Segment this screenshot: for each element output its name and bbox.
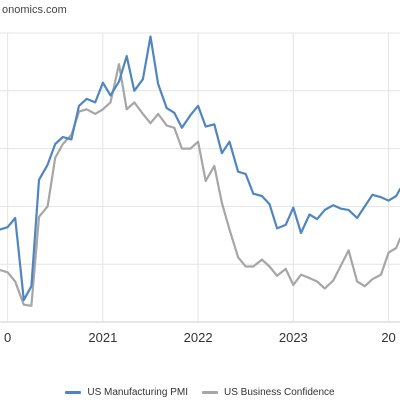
legend-label-pmi: US Manufacturing PMI bbox=[87, 386, 188, 398]
grid bbox=[0, 32, 400, 323]
x-tick-label: 2021 bbox=[88, 330, 117, 345]
x-tick-label: 0 bbox=[4, 330, 11, 345]
legend-item-confidence[interactable]: US Business Confidence bbox=[201, 386, 335, 398]
legend-swatch-confidence bbox=[201, 390, 218, 394]
legend: US Manufacturing PMI US Business Confide… bbox=[0, 384, 400, 400]
x-tick-label: 2022 bbox=[184, 330, 213, 345]
legend-item-pmi[interactable]: US Manufacturing PMI bbox=[65, 387, 188, 398]
x-tick-label: 2023 bbox=[279, 330, 308, 345]
x-tick-label: 20 bbox=[381, 330, 395, 345]
legend-swatch-pmi bbox=[65, 390, 82, 394]
x-axis: 0 2021 2022 2023 20 bbox=[4, 330, 396, 345]
series-line-confidence bbox=[0, 63, 400, 307]
source-text: onomics.com bbox=[2, 4, 67, 16]
legend-label-confidence: US Business Confidence bbox=[223, 386, 335, 398]
series-line-pmi bbox=[0, 35, 400, 302]
series-layer bbox=[0, 35, 400, 307]
